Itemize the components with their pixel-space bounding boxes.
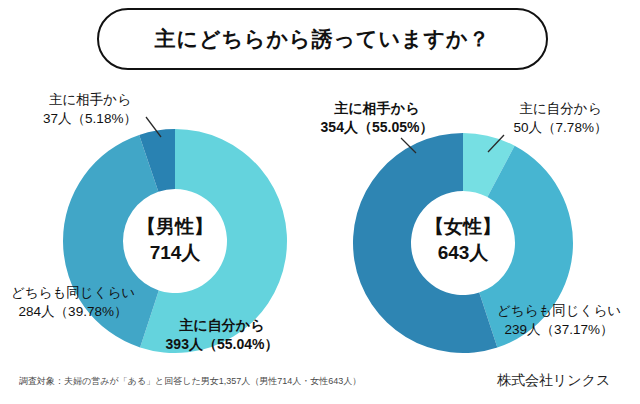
donut-center-female: 【女性】 643人 <box>393 214 533 266</box>
callout-male-partner: 主に相手から37人（5.18%） <box>25 90 155 128</box>
callout-female-even: どちらも同じくらい239人（37.17%） <box>493 301 625 339</box>
infographic: 主にどちらから誘っていますか？ 【男性】 714人 【女性】 643人 主に相手… <box>0 0 640 404</box>
female-group-label: 【女性】 <box>393 214 533 240</box>
male-group-label: 【男性】 <box>105 214 245 240</box>
donut-center-male: 【男性】 714人 <box>105 214 245 266</box>
donut-charts <box>0 0 640 404</box>
survey-note: 調査対象：夫婦の営みが「ある」と回答した男女1,357人（男性714人・女性64… <box>19 375 361 388</box>
female-total: 643人 <box>393 240 533 266</box>
callout-male-even: どちらも同じくらい284人（39.78%） <box>8 283 138 321</box>
callout-female-partner: 主に相手から354人（55.05%） <box>312 99 442 137</box>
company-name: 株式会社リンクス <box>497 372 610 390</box>
callout-male-self: 主に自分から393人（55.04%） <box>157 316 287 354</box>
male-total: 714人 <box>105 240 245 266</box>
callout-female-self: 主に自分から50人（7.78%） <box>498 99 623 137</box>
